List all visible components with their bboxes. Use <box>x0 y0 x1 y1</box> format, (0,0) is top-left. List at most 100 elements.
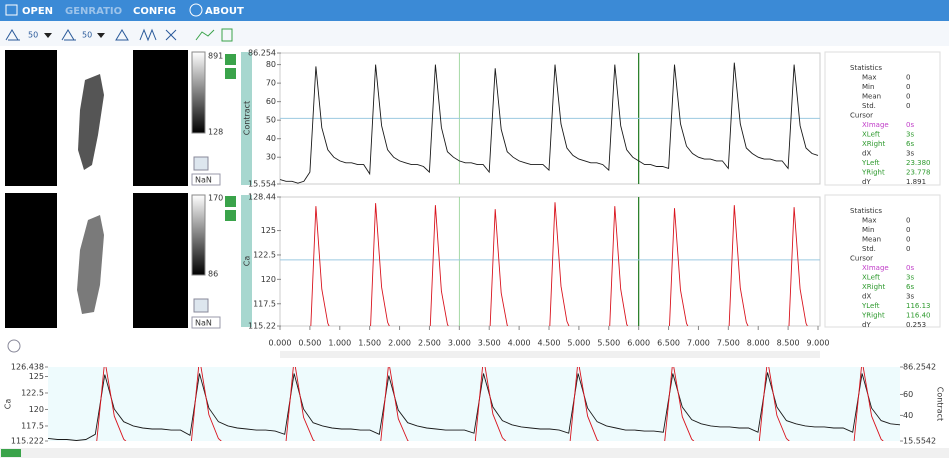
x-tick-label: 3.000 <box>448 339 471 348</box>
cursor-value: 3s <box>906 131 914 139</box>
tool-icon[interactable] <box>165 29 177 41</box>
menu-item[interactable]: GENRATIO <box>65 6 122 17</box>
cursor-value: 0s <box>906 264 914 272</box>
open-icon <box>5 4 18 16</box>
x-tick-label: 2.500 <box>418 339 441 348</box>
x-tick-label: 7.500 <box>717 339 740 348</box>
dropdown[interactable] <box>97 33 105 38</box>
plot-area <box>279 196 821 327</box>
cursor-value: 23.778 <box>906 169 931 177</box>
y-tick-label: 125 <box>261 226 276 235</box>
tool-icon[interactable] <box>115 29 129 41</box>
stat-label: Mean <box>862 236 881 244</box>
tool-icon[interactable] <box>139 28 157 42</box>
cursor-label: XImage <box>862 264 889 272</box>
y-tick-label: 117.5 <box>253 299 276 308</box>
chart-tool[interactable] <box>225 196 236 207</box>
y-tick-label: 40 <box>266 134 276 143</box>
colorbar-min: 86 <box>208 270 218 279</box>
x-tick-label: 0.500 <box>298 339 321 348</box>
window-size[interactable]: 50 <box>28 31 38 40</box>
x-tick-label: 1.000 <box>328 339 351 348</box>
y-axis-title: Ca <box>243 256 252 267</box>
cursor-heading: Cursor <box>850 255 873 263</box>
y-tick-label: 128.44 <box>248 193 276 202</box>
x-tick-label: 4.000 <box>508 339 531 348</box>
stat-label: Max <box>862 217 876 225</box>
scrollbar[interactable] <box>280 351 820 358</box>
y-tick-label: 70 <box>266 79 276 88</box>
y-tick-label: 122.5 <box>21 388 44 397</box>
cursor-value: 3s <box>906 293 914 301</box>
y-tick-label: 125 <box>29 372 44 381</box>
cursor-value: 116.40 <box>906 312 931 320</box>
cursor-label: dX <box>862 150 871 158</box>
chart-tool[interactable] <box>225 54 236 65</box>
cursor-value: 116.13 <box>906 302 931 310</box>
y-tick-label: 115.22 <box>248 322 276 331</box>
axis-strip <box>241 195 252 327</box>
cursor-value: 6s <box>906 140 914 148</box>
y2-tick-label: 86.2542 <box>903 363 936 372</box>
cursor-label: YLeft <box>861 159 880 167</box>
menu-item[interactable]: ABOUT <box>205 6 244 17</box>
chart-tool[interactable] <box>225 210 236 221</box>
info-button[interactable] <box>7 339 21 353</box>
zoom-button[interactable] <box>1 449 21 457</box>
stat-label: Min <box>862 226 874 234</box>
y-tick-label: 80 <box>266 60 276 69</box>
window-size[interactable]: 50 <box>82 31 92 40</box>
nan-label: NaN <box>195 319 212 328</box>
cursor-label: dY <box>862 321 871 329</box>
y-tick-label: 50 <box>266 116 276 125</box>
x-tick-label: 2.000 <box>388 339 411 348</box>
x-tick-label: 8.500 <box>777 339 800 348</box>
stat-value: 0 <box>906 226 910 234</box>
menu-bar <box>0 0 949 21</box>
cursor-value: 23.380 <box>906 159 931 167</box>
tool-icon[interactable] <box>61 29 76 41</box>
menu-item[interactable]: OPEN <box>22 6 53 17</box>
nan-box <box>191 316 221 329</box>
chart-tool[interactable] <box>225 68 236 79</box>
stat-value: 0 <box>906 217 910 225</box>
toolbar <box>0 21 949 46</box>
stat-label: Max <box>862 74 876 82</box>
y-tick-label: 126.438 <box>11 363 44 372</box>
stats-panel <box>824 194 941 328</box>
cursor-label: XRight <box>862 283 885 291</box>
x-tick-label: 6.000 <box>627 339 650 348</box>
menu-item[interactable]: CONFIG <box>133 6 176 17</box>
about-icon <box>189 3 203 17</box>
y-tick-label: 115.222 <box>11 437 44 446</box>
tool-icon[interactable] <box>5 29 20 41</box>
cursor-value: 0s <box>906 121 914 129</box>
cursor-label: YLeft <box>861 302 880 310</box>
y2-axis-title: Contract <box>936 387 945 421</box>
cursor-value: 1.891 <box>906 178 926 186</box>
overview-plot <box>48 367 900 441</box>
stat-label: Std. <box>862 245 876 253</box>
x-tick-label: 1.500 <box>358 339 381 348</box>
scrollbar[interactable] <box>0 448 949 458</box>
stat-value: 0 <box>906 102 910 110</box>
stat-value: 0 <box>906 236 910 244</box>
cursor-label: dX <box>862 293 871 301</box>
x-tick-label: 7.000 <box>687 339 710 348</box>
button[interactable] <box>193 298 209 313</box>
tool-icon[interactable] <box>195 29 215 41</box>
y-axis-title: Contract <box>243 101 252 135</box>
trace <box>48 372 900 441</box>
colorbar-min: 128 <box>208 128 223 137</box>
x-tick-label: 9.000 <box>807 339 830 348</box>
button[interactable] <box>193 156 209 171</box>
cursor-label: dY <box>862 178 871 186</box>
colorbar <box>191 51 206 134</box>
y-axis-title: Ca <box>4 399 13 410</box>
dropdown[interactable] <box>44 33 52 38</box>
x-tick-label: 8.000 <box>747 339 770 348</box>
tool-icon[interactable] <box>221 28 233 42</box>
x-tick-label: 3.500 <box>478 339 501 348</box>
y-tick-label: 60 <box>266 97 276 106</box>
